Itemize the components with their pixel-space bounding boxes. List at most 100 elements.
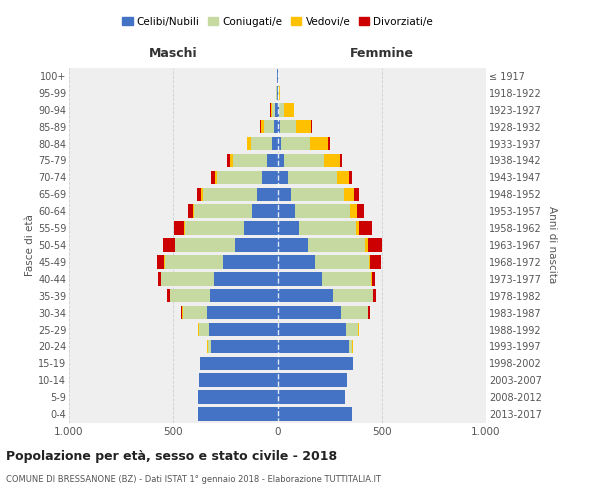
Text: Femmine: Femmine bbox=[350, 48, 414, 60]
Bar bbox=[275, 103, 277, 117]
Bar bbox=[188, 204, 193, 218]
Bar bbox=[199, 374, 277, 387]
Bar bbox=[206, 306, 277, 320]
Bar bbox=[251, 137, 272, 150]
Bar bbox=[272, 103, 275, 117]
Bar bbox=[277, 86, 278, 100]
Bar bbox=[308, 238, 365, 252]
Bar bbox=[200, 356, 277, 370]
Bar bbox=[170, 289, 210, 302]
Bar bbox=[279, 103, 284, 117]
Bar bbox=[284, 154, 325, 167]
Bar bbox=[357, 204, 364, 218]
Bar bbox=[277, 204, 295, 218]
Bar bbox=[262, 170, 277, 184]
Bar bbox=[369, 255, 370, 268]
Bar bbox=[279, 86, 280, 100]
Bar bbox=[284, 103, 294, 117]
Bar bbox=[230, 154, 233, 167]
Bar bbox=[215, 170, 217, 184]
Bar bbox=[277, 408, 352, 421]
Bar bbox=[350, 204, 357, 218]
Bar bbox=[202, 188, 203, 201]
Bar bbox=[277, 340, 349, 353]
Bar bbox=[310, 137, 328, 150]
Bar bbox=[299, 222, 356, 235]
Text: COMUNE DI BRESSANONE (BZ) - Dati ISTAT 1° gennaio 2018 - Elaborazione TUTTITALIA: COMUNE DI BRESSANONE (BZ) - Dati ISTAT 1… bbox=[6, 475, 381, 484]
Bar bbox=[184, 222, 185, 235]
Bar bbox=[333, 289, 373, 302]
Bar bbox=[325, 154, 340, 167]
Bar bbox=[158, 272, 161, 285]
Bar bbox=[277, 154, 284, 167]
Bar bbox=[315, 255, 369, 268]
Bar bbox=[277, 238, 308, 252]
Bar bbox=[165, 255, 223, 268]
Bar bbox=[199, 323, 209, 336]
Bar bbox=[356, 222, 359, 235]
Bar bbox=[267, 154, 277, 167]
Bar bbox=[198, 390, 277, 404]
Bar bbox=[340, 154, 342, 167]
Bar bbox=[280, 120, 296, 134]
Bar bbox=[277, 120, 280, 134]
Bar bbox=[296, 120, 311, 134]
Bar bbox=[337, 170, 349, 184]
Bar bbox=[277, 255, 315, 268]
Text: Maschi: Maschi bbox=[149, 48, 197, 60]
Bar bbox=[174, 222, 184, 235]
Bar bbox=[217, 170, 262, 184]
Bar bbox=[197, 188, 202, 201]
Bar bbox=[194, 204, 253, 218]
Bar bbox=[277, 306, 341, 320]
Bar bbox=[214, 272, 277, 285]
Bar bbox=[311, 120, 312, 134]
Bar bbox=[247, 137, 251, 150]
Bar bbox=[210, 289, 277, 302]
Legend: Celibi/Nubili, Coniugati/e, Vedovi/e, Divorziati/e: Celibi/Nubili, Coniugati/e, Vedovi/e, Di… bbox=[118, 12, 437, 30]
Bar bbox=[349, 340, 352, 353]
Bar bbox=[287, 170, 337, 184]
Bar bbox=[295, 204, 350, 218]
Bar bbox=[359, 222, 371, 235]
Bar bbox=[277, 188, 291, 201]
Bar bbox=[281, 137, 310, 150]
Bar bbox=[167, 289, 170, 302]
Bar bbox=[181, 306, 182, 320]
Bar bbox=[373, 289, 376, 302]
Bar bbox=[277, 390, 345, 404]
Bar bbox=[344, 188, 354, 201]
Bar bbox=[370, 255, 382, 268]
Y-axis label: Fasce di età: Fasce di età bbox=[25, 214, 35, 276]
Bar bbox=[261, 120, 264, 134]
Bar bbox=[244, 222, 277, 235]
Bar bbox=[322, 272, 371, 285]
Bar bbox=[371, 272, 375, 285]
Bar bbox=[157, 255, 164, 268]
Bar bbox=[277, 374, 347, 387]
Bar bbox=[278, 86, 279, 100]
Bar bbox=[257, 188, 277, 201]
Bar bbox=[368, 238, 382, 252]
Bar bbox=[175, 238, 235, 252]
Bar bbox=[341, 306, 368, 320]
Text: Popolazione per età, sesso e stato civile - 2018: Popolazione per età, sesso e stato civil… bbox=[6, 450, 337, 463]
Bar bbox=[233, 154, 267, 167]
Bar bbox=[277, 272, 322, 285]
Bar bbox=[208, 340, 211, 353]
Bar bbox=[182, 306, 206, 320]
Bar bbox=[161, 272, 214, 285]
Bar bbox=[277, 289, 333, 302]
Bar bbox=[346, 323, 358, 336]
Bar bbox=[368, 306, 370, 320]
Bar bbox=[277, 222, 299, 235]
Bar bbox=[277, 103, 279, 117]
Bar bbox=[271, 103, 272, 117]
Bar bbox=[223, 255, 277, 268]
Bar bbox=[291, 188, 344, 201]
Bar bbox=[203, 188, 257, 201]
Bar bbox=[354, 188, 359, 201]
Bar bbox=[272, 137, 277, 150]
Bar bbox=[277, 323, 346, 336]
Bar bbox=[328, 137, 329, 150]
